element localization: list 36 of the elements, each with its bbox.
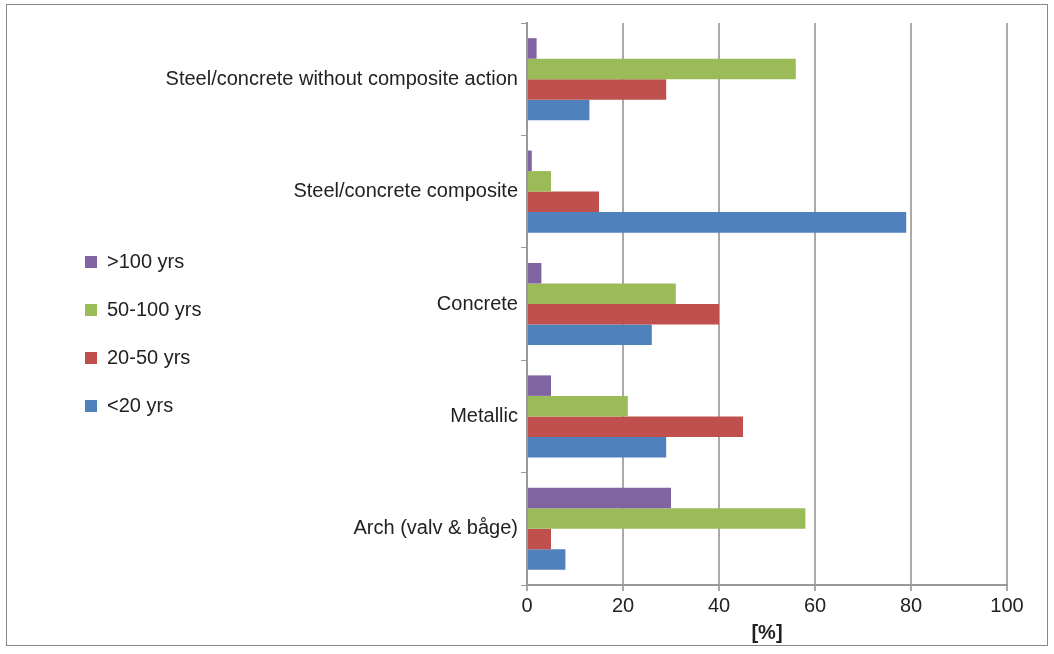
x-tick-label: 100	[990, 593, 1024, 616]
x-tick-label: 20	[611, 593, 635, 616]
bar	[528, 58, 796, 80]
bar	[528, 304, 719, 325]
bar	[528, 262, 542, 284]
legend-label: >100 yrs	[107, 249, 185, 272]
x-axis-title: [%]	[751, 620, 783, 643]
bar	[528, 416, 743, 437]
x-tick-label: 60	[803, 593, 827, 616]
bar	[528, 191, 599, 213]
y-tick-label: Arch (valv & båge)	[353, 516, 518, 539]
bar	[528, 150, 532, 172]
bar	[528, 375, 551, 396]
bar	[528, 508, 806, 529]
legend-label: <20 yrs	[107, 393, 174, 416]
legend-label: 20-50 yrs	[107, 345, 191, 368]
bar	[528, 549, 566, 570]
bar	[528, 324, 652, 346]
legend-label: 50-100 yrs	[107, 297, 202, 320]
bar	[528, 528, 551, 550]
x-tick-label: 40	[707, 593, 731, 616]
bar	[528, 487, 671, 509]
bar	[528, 395, 628, 417]
bar	[528, 79, 667, 100]
y-tick-label: Steel/concrete without composite action	[165, 66, 518, 89]
y-tick-label: Concrete	[436, 291, 518, 314]
bar	[528, 436, 667, 458]
x-tick-label: 0	[521, 593, 533, 616]
x-tick-label: 80	[899, 593, 923, 616]
bar	[528, 212, 907, 233]
y-tick-label: Steel/concrete composite	[293, 179, 518, 202]
bar	[528, 171, 551, 192]
y-tick-label: Metallic	[450, 403, 518, 426]
bar	[528, 99, 590, 121]
bar	[528, 283, 676, 304]
bar	[528, 38, 537, 59]
